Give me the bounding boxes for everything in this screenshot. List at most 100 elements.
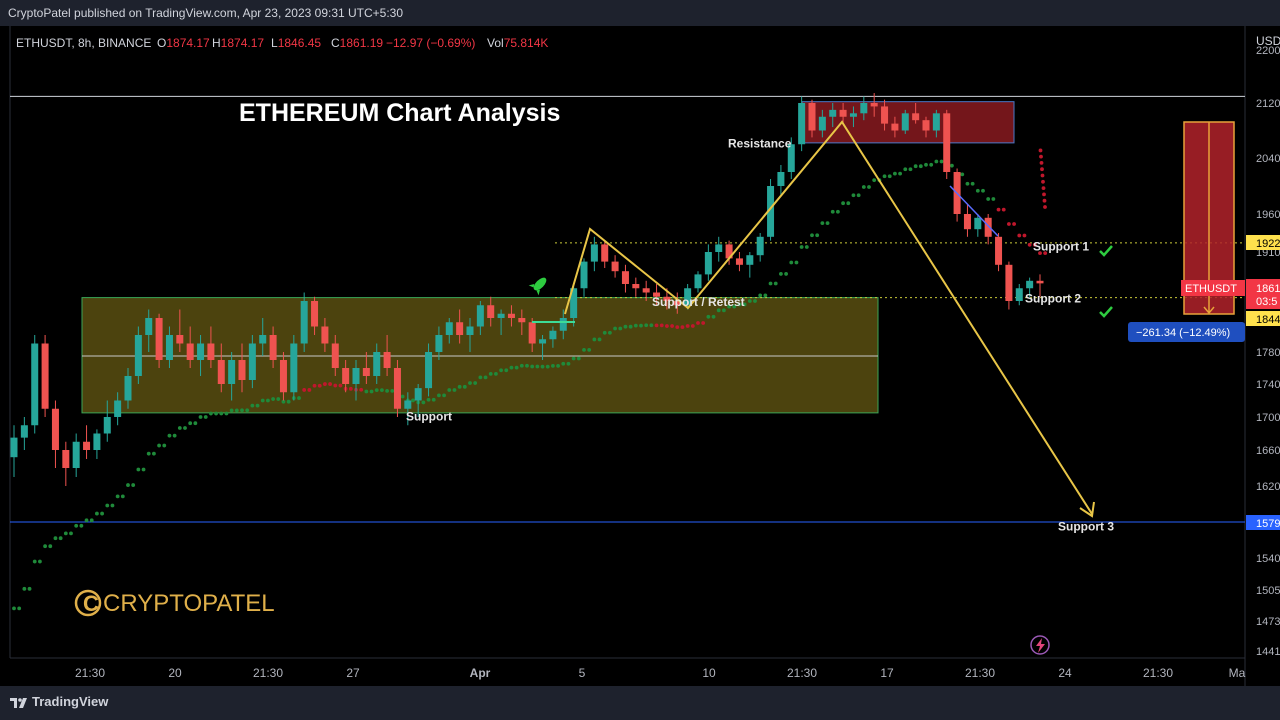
trend-dot bbox=[1027, 242, 1032, 247]
candle-body bbox=[839, 109, 847, 117]
trend-dot bbox=[685, 324, 690, 328]
candle-body bbox=[248, 343, 256, 380]
trend-dot bbox=[639, 323, 643, 328]
chart-panel[interactable]: Resistance Support / Retest Support Support… bbox=[0, 26, 1280, 686]
measure-label: −261.34 (−12.49%) bbox=[1136, 327, 1230, 339]
time-tick-label: 5 bbox=[579, 666, 586, 680]
time-tick-label: Apr bbox=[470, 666, 491, 680]
candle-body bbox=[943, 113, 951, 172]
trend-dot bbox=[597, 337, 602, 342]
price-axis[interactable]: 1441147315051540162016601700174017801820… bbox=[1256, 45, 1280, 658]
trend-dot bbox=[105, 503, 110, 508]
candle-body bbox=[321, 326, 329, 344]
trend-dot bbox=[364, 389, 369, 394]
trend-dot bbox=[602, 330, 607, 335]
candle-body bbox=[974, 217, 982, 230]
trend-dot bbox=[136, 467, 141, 472]
candle-body bbox=[217, 360, 225, 384]
trend-dot bbox=[48, 544, 53, 549]
trend-dot bbox=[374, 388, 379, 393]
trend-dot bbox=[1039, 154, 1043, 159]
trend-dot bbox=[447, 388, 452, 392]
candle-body bbox=[145, 318, 153, 335]
candle-body bbox=[269, 335, 277, 360]
trend-dot bbox=[1043, 251, 1048, 256]
trend-dot bbox=[654, 323, 659, 328]
time-axis[interactable]: 21:30 20 21:30 27 Apr 5 10 21:30 17 21:30 24 21:30 M… bbox=[75, 666, 1246, 680]
brand-coin-letter: C bbox=[83, 591, 99, 616]
trend-dot bbox=[659, 323, 664, 328]
last-price-badge-bg bbox=[1246, 279, 1280, 309]
trend-dot bbox=[856, 193, 861, 198]
trend-dot bbox=[297, 396, 301, 400]
trend-dot bbox=[234, 408, 239, 413]
annotations-layer: Resistance Support / Retest Support Support… bbox=[406, 137, 1114, 534]
candle-body bbox=[414, 388, 422, 401]
candle-body bbox=[694, 274, 702, 289]
trend-dot bbox=[120, 494, 125, 499]
trend-dot bbox=[183, 426, 187, 430]
check-icon bbox=[1099, 245, 1113, 257]
trend-dot bbox=[530, 364, 535, 369]
candle-body bbox=[373, 352, 381, 376]
trend-dot bbox=[742, 302, 747, 307]
trend-dot bbox=[426, 397, 431, 402]
candle-body bbox=[984, 217, 992, 237]
tradingview-logo-icon bbox=[10, 698, 27, 708]
trend-dot bbox=[380, 388, 384, 393]
trend-dot bbox=[779, 272, 783, 276]
time-tick-label: 20 bbox=[168, 666, 182, 680]
lightning-icon[interactable] bbox=[1030, 635, 1050, 655]
trend-dot bbox=[1038, 251, 1042, 256]
trend-dot bbox=[504, 368, 509, 373]
trend-dot bbox=[162, 443, 167, 448]
trend-dot bbox=[882, 174, 887, 179]
trend-dot bbox=[271, 397, 275, 401]
trend-dot bbox=[53, 536, 58, 541]
trend-dot bbox=[903, 167, 908, 172]
candle-body bbox=[497, 313, 505, 318]
trend-dot bbox=[1032, 242, 1037, 247]
candle-body bbox=[456, 322, 464, 335]
candle-body bbox=[207, 343, 215, 360]
candle-body bbox=[93, 433, 101, 450]
time-tick-label: 21:30 bbox=[787, 666, 817, 680]
support1-badge-bg bbox=[1246, 235, 1280, 250]
trend-dot bbox=[950, 163, 954, 168]
time-tick-label: 21:30 bbox=[75, 666, 105, 680]
zones-layer bbox=[81, 101, 1015, 414]
countdown-badge: 03:5 bbox=[1256, 296, 1277, 308]
measure-arrowhead bbox=[1203, 306, 1215, 315]
candle-body bbox=[611, 261, 619, 272]
chart-annotation: Support 2 bbox=[1025, 292, 1081, 306]
brand-name: CRYPTOPATEL bbox=[103, 590, 275, 617]
trend-dot bbox=[711, 314, 716, 319]
trend-dot bbox=[1041, 179, 1045, 184]
candle-body bbox=[860, 103, 868, 114]
trend-dot bbox=[716, 308, 721, 313]
candle-body bbox=[176, 335, 184, 344]
trend-dot bbox=[131, 483, 136, 487]
trend-dot bbox=[1040, 173, 1045, 178]
trend-dot bbox=[115, 494, 120, 499]
trend-dot bbox=[970, 181, 975, 186]
trend-dot bbox=[400, 394, 405, 399]
trend-dot bbox=[981, 188, 985, 193]
change-value: −12.97 (−0.69%) bbox=[386, 36, 475, 50]
price-tick-label: 1700 bbox=[1256, 412, 1280, 424]
trend-dot bbox=[224, 411, 229, 416]
trend-dot bbox=[333, 383, 338, 388]
chart-annotation: Support 3 bbox=[1058, 519, 1114, 533]
trend-dot bbox=[1017, 233, 1022, 238]
candle-body bbox=[300, 301, 308, 344]
trend-dot bbox=[193, 421, 198, 426]
trend-dot bbox=[312, 383, 317, 388]
candle-body bbox=[362, 368, 370, 376]
trend-dot bbox=[898, 171, 902, 176]
price-chart[interactable]: Resistance Support / Retest Support Support… bbox=[0, 26, 1280, 686]
trend-dot bbox=[893, 171, 897, 176]
candle-body bbox=[445, 322, 453, 335]
volume-value: 75.814K bbox=[504, 36, 549, 50]
candle-body bbox=[331, 343, 339, 368]
trend-dot bbox=[509, 365, 514, 370]
